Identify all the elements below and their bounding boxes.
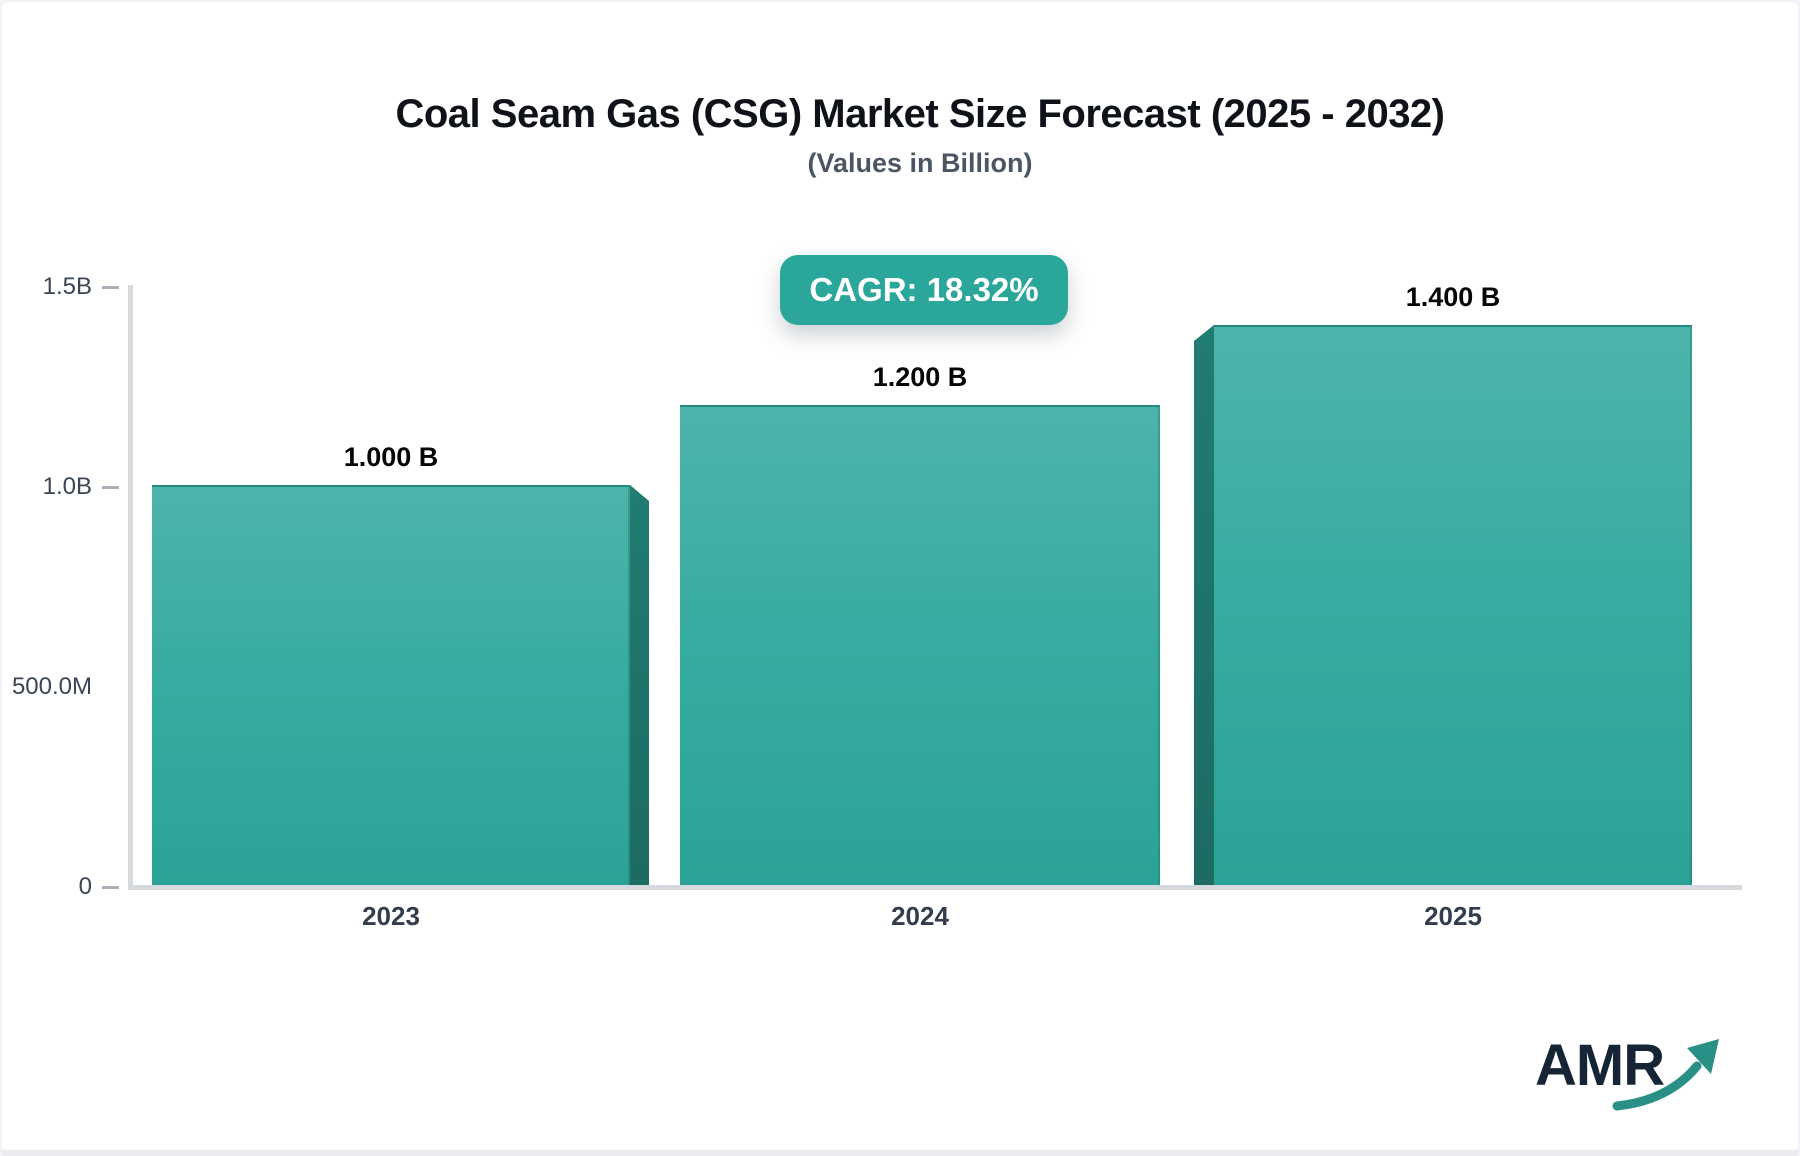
x-tick-label-2025: 2025	[1424, 901, 1482, 931]
x-tick-label-2023: 2023	[362, 901, 420, 931]
bar-2025-3d-side	[1194, 325, 1214, 885]
y-tick-mark-1-0b	[102, 486, 119, 489]
y-axis-line	[128, 285, 133, 890]
y-tick-mark-1-5b	[102, 286, 119, 289]
y-tick-label-0: 0	[78, 873, 92, 900]
y-tick-label-1-0b: 1.0B	[42, 473, 92, 500]
chart-subtitle: (Values in Billion)	[807, 148, 1033, 178]
x-tick-label-2024: 2024	[891, 901, 949, 931]
amr-logo: AMR	[1525, 1030, 1745, 1120]
y-tick-label-500m: 500.0M	[11, 673, 92, 700]
cagr-badge: CAGR: 18.32%	[780, 255, 1068, 325]
plot-area: 1.000 B 1.200 B 1.400 B	[131, 282, 1742, 885]
amr-logo-arrow-icon	[1612, 1039, 1719, 1111]
bar-2024-value-label: 1.200 B	[872, 362, 968, 392]
bar-2025-value-label: 1.400 B	[1405, 282, 1501, 312]
x-axis-line	[128, 885, 1742, 890]
cagr-badge-label: CAGR: 18.32%	[809, 271, 1039, 308]
amr-logo-text: AMR	[1535, 1033, 1665, 1098]
chart-title: Coal Seam Gas (CSG) Market Size Forecast…	[395, 92, 1445, 136]
bar-2023[interactable]	[152, 485, 630, 885]
bar-2023-3d-side	[630, 485, 649, 885]
y-tick-label-1-5b: 1.5B	[42, 273, 92, 300]
y-tick-mark-0	[102, 886, 119, 889]
bar-2023-value-label: 1.000 B	[343, 442, 439, 472]
bar-2025[interactable]	[1214, 325, 1692, 885]
bar-2024[interactable]	[680, 405, 1160, 885]
